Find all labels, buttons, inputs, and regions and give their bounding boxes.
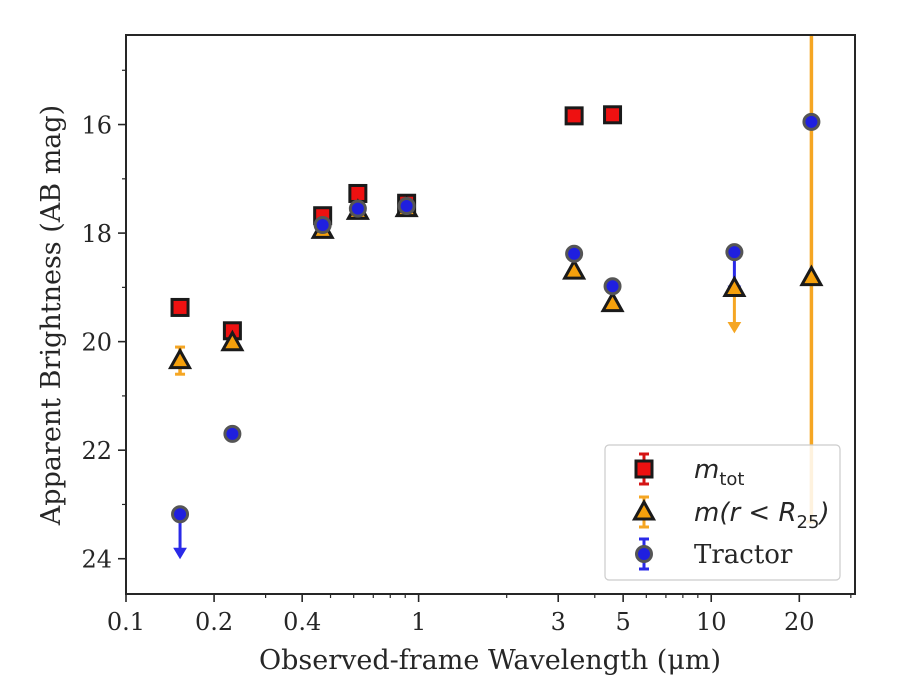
x-tick-label: 3 <box>551 608 566 636</box>
legend-mr25-marker <box>631 498 657 521</box>
tractor-marker <box>348 199 367 218</box>
tractor-marker <box>725 243 744 262</box>
x-tick-label: 5 <box>615 608 630 636</box>
mr25-upper-limit-arrow-head <box>727 321 742 334</box>
y-axis-label: Apparent Brightness (AB mag) <box>36 105 67 526</box>
x-tick-label: 0.2 <box>195 608 233 636</box>
mr25-marker <box>220 329 245 352</box>
y-tick-label: 18 <box>81 220 112 248</box>
mtot-marker <box>603 105 623 125</box>
legend-label: mtot <box>694 455 744 490</box>
tractor-marker <box>397 196 416 215</box>
legend: mtot m(r < R25) Tractor <box>604 444 841 581</box>
legend-tractor-marker <box>635 545 653 563</box>
tractor-marker <box>313 215 332 234</box>
mr25-marker <box>600 290 625 313</box>
y-tick-label: 24 <box>81 546 112 574</box>
y-tick-label: 16 <box>81 112 112 140</box>
legend-label: m(r < R25) <box>694 498 830 533</box>
legend-mtot-marker <box>634 459 654 479</box>
plot-frame <box>125 34 856 595</box>
mtot-marker <box>564 106 584 126</box>
tractor-marker <box>802 112 821 131</box>
x-tick-label: 1 <box>411 608 426 636</box>
tractor-marker <box>171 505 190 524</box>
x-tick-label: 20 <box>784 608 815 636</box>
mr25-marker <box>722 275 747 297</box>
mr25-marker <box>562 258 587 280</box>
x-tick-label: 10 <box>696 608 727 636</box>
mtot-marker <box>170 297 190 317</box>
x-tick-label: 0.4 <box>283 608 321 636</box>
legend-label: Tractor <box>694 540 793 570</box>
tractor-marker <box>223 424 242 443</box>
y-tick-label: 22 <box>81 437 112 465</box>
x-axis-label: Observed-frame Wavelength (μm) <box>259 645 721 676</box>
mr25-marker <box>799 264 824 287</box>
tractor-upper-limit-arrow-head <box>173 547 187 560</box>
data-markers <box>167 105 824 524</box>
x-tick-label: 0.1 <box>107 608 145 636</box>
tractor-marker <box>565 244 584 263</box>
legend-box <box>604 444 841 581</box>
tick-labels: 0.1 0.2 0.4 1 3 5 10 20 16 18 20 22 24 <box>81 112 814 636</box>
tractor-marker <box>603 277 622 296</box>
mr25-marker <box>167 347 193 370</box>
y-tick-label: 20 <box>81 329 112 357</box>
